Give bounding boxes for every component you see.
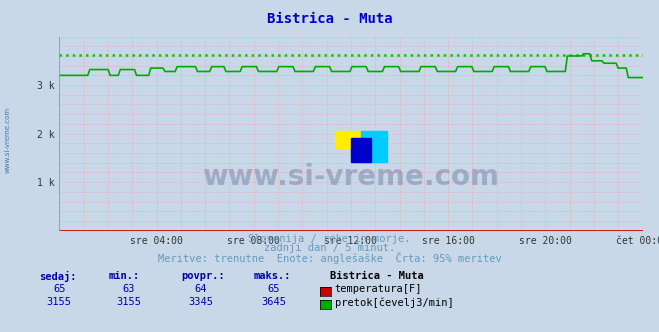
Text: 3345: 3345: [188, 297, 214, 307]
Text: temperatura[F]: temperatura[F]: [335, 284, 422, 294]
Text: 3155: 3155: [116, 297, 141, 307]
Text: 63: 63: [123, 284, 134, 294]
Text: 3155: 3155: [47, 297, 72, 307]
Text: min.:: min.:: [109, 271, 140, 281]
Text: 64: 64: [195, 284, 207, 294]
Text: Bistrica - Muta: Bistrica - Muta: [330, 271, 423, 281]
Text: 3645: 3645: [261, 297, 286, 307]
Text: pretok[čevelj3/min]: pretok[čevelj3/min]: [335, 297, 453, 308]
Text: Bistrica - Muta: Bistrica - Muta: [267, 12, 392, 26]
Text: 65: 65: [53, 284, 65, 294]
Text: Meritve: trenutne  Enote: anglešaške  Črta: 95% meritev: Meritve: trenutne Enote: anglešaške Črta…: [158, 252, 501, 264]
Bar: [351, 137, 371, 162]
Bar: [361, 131, 387, 162]
Text: sedaj:: sedaj:: [40, 271, 77, 282]
Text: Slovenija / reke in morje.: Slovenija / reke in morje.: [248, 234, 411, 244]
Text: povpr.:: povpr.:: [181, 271, 225, 281]
Text: zadnji dan / 5 minut.: zadnji dan / 5 minut.: [264, 243, 395, 253]
Text: maks.:: maks.:: [254, 271, 291, 281]
Text: 65: 65: [268, 284, 279, 294]
Text: www.si-vreme.com: www.si-vreme.com: [5, 106, 11, 173]
Text: www.si-vreme.com: www.si-vreme.com: [202, 163, 500, 191]
Bar: [335, 131, 361, 148]
